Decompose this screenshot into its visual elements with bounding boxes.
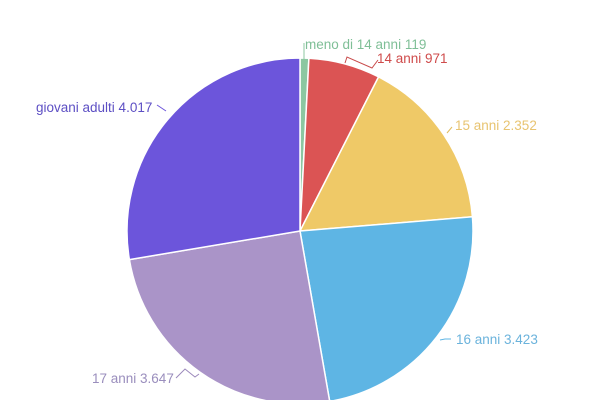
leader-line-17-anni xyxy=(175,368,200,379)
leader-line-14-anni xyxy=(344,56,379,69)
label-16-anni: 16 anni 3.423 xyxy=(456,332,538,347)
slice-15-anni xyxy=(298,75,474,232)
leader-line-16-anni xyxy=(439,338,451,341)
slice-giovani-adulti xyxy=(126,57,301,261)
label-14-anni: 14 anni 971 xyxy=(377,51,448,66)
leader-line-giovani-adulti xyxy=(156,104,167,112)
label-17-anni: 17 anni 3.647 xyxy=(92,371,174,386)
slice-17-anni xyxy=(128,230,331,400)
label-giovani-adulti: giovani adulti 4.017 xyxy=(36,100,152,115)
pie-slices xyxy=(126,57,474,400)
slice-16-anni xyxy=(299,215,474,400)
leader-line-15-anni xyxy=(446,126,453,134)
label-15-anni: 15 anni 2.352 xyxy=(455,118,537,133)
label-meno-di-14-anni: meno di 14 anni 119 xyxy=(305,37,426,52)
slice-labels: meno di 14 anni 119 14 anni 971 15 anni … xyxy=(36,37,538,386)
leader-lines xyxy=(156,43,453,379)
